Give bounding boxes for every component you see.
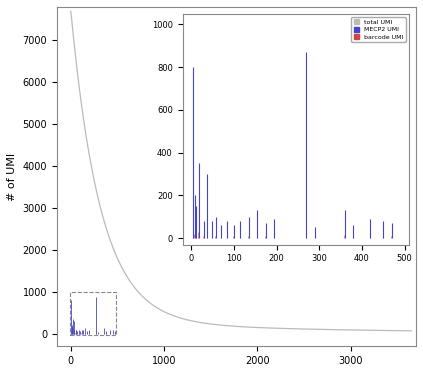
Y-axis label: # of UMI: # of UMI <box>7 153 17 201</box>
Bar <box>70 292 115 335</box>
